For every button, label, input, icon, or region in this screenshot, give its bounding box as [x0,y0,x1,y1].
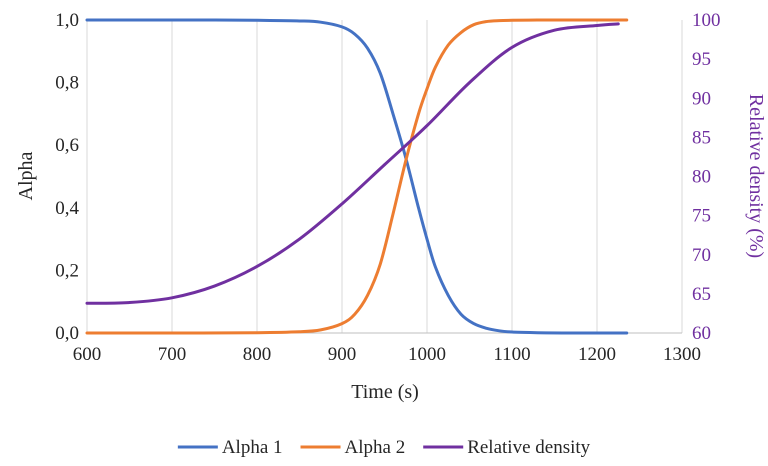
legend-label-alpha-1: Alpha 1 [222,437,283,458]
tick-labels: 600 700 800 900 1000 1100 1200 1300 0,0 0,2 0,4 0,6… [55,10,720,365]
y-left-tick-label: 0,8 [55,73,79,94]
series-line-alpha-1 [85,18,629,335]
y-right-tick-label: 95 [692,49,711,70]
legend-label-relative-density: Relative density [467,437,590,458]
y-right-tick-label: 100 [692,10,721,31]
x-tick-label: 1100 [493,344,530,365]
legend-label-alpha-2: Alpha 2 [345,437,406,458]
gridlines [86,20,683,333]
left-axis-title: Alpha [15,151,37,200]
x-tick-label: 900 [328,344,357,365]
x-tick-label: 1200 [578,344,616,365]
series-line-alpha-2 [85,18,629,335]
y-left-tick-label: 1,0 [55,10,79,31]
series-line-relative-density [85,22,620,305]
right-axis-title: Relative density (%) [745,94,767,258]
y-left-tick-label: 0,0 [55,323,79,344]
x-tick-label: 800 [243,344,272,365]
x-tick-label: 1300 [663,344,701,365]
legend: Alpha 1 Alpha 2 Relative density [177,437,591,458]
y-right-tick-label: 85 [692,127,711,148]
y-left-tick-label: 0,4 [55,198,79,219]
series-lines [85,18,629,335]
y-right-tick-label: 90 [692,88,711,109]
y-left-tick-label: 0,6 [55,135,79,156]
x-tick-label: 700 [158,344,187,365]
y-left-tick-label: 0,2 [55,260,79,281]
x-axis-title: Time (s) [351,381,419,403]
y-right-tick-label: 60 [692,323,711,344]
x-tick-label: 600 [73,344,102,365]
y-right-tick-label: 70 [692,245,711,266]
y-right-tick-label: 75 [692,206,711,227]
y-right-tick-label: 65 [692,284,711,305]
x-tick-label: 1000 [408,344,446,365]
y-right-tick-label: 80 [692,167,711,188]
